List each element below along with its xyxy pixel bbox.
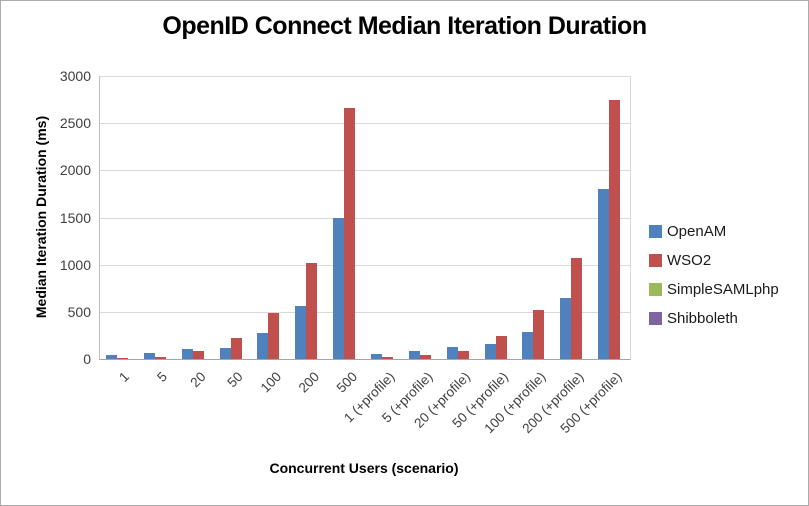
bar-wso2-20profile (457, 350, 469, 359)
legend-item-wso2: WSO2 (649, 246, 779, 275)
gridline (100, 170, 630, 172)
bar-wso2-5 (154, 356, 166, 359)
y-tick-label: 1500 (59, 209, 91, 226)
bar-openam-50 (219, 347, 231, 359)
bar-wso2-100profile (533, 309, 545, 359)
bar-openam-5 (143, 352, 155, 359)
y-tick-label: 1000 (59, 256, 91, 273)
bar-wso2-50profile (495, 335, 507, 359)
bar-wso2-1profile (381, 357, 393, 359)
plot-area (99, 76, 631, 360)
bar-wso2-100 (268, 312, 280, 359)
x-category-label: 100 (257, 369, 284, 396)
x-category-label: 500 (333, 369, 360, 396)
bar-openam-50profile (484, 344, 496, 359)
bar-openam-1profile (370, 354, 382, 359)
x-category-label: 1 (116, 369, 133, 385)
bar-openam-1 (105, 355, 117, 359)
bar-wso2-20 (192, 351, 204, 359)
bar-openam-5profile (408, 351, 420, 359)
bar-wso2-500 (344, 108, 356, 359)
legend-swatch-icon (649, 283, 662, 296)
legend-item-simplesamlphp: SimpleSAMLphp (649, 275, 779, 304)
y-tick-label: 500 (67, 303, 91, 320)
bar-openam-20profile (446, 346, 458, 359)
y-tick-label: 3000 (59, 68, 91, 84)
legend-swatch-icon (649, 225, 662, 238)
bar-wso2-5profile (419, 355, 431, 359)
bar-openam-20 (181, 348, 193, 359)
bar-openam-500 (333, 218, 345, 359)
legend-item-shibboleth: Shibboleth (649, 304, 779, 333)
bar-openam-100profile (522, 331, 534, 359)
gridline (100, 311, 630, 313)
chart-title: OpenID Connect Median Iteration Duration (162, 12, 647, 40)
legend-label: OpenAM (667, 223, 727, 240)
y-tick-label: 2000 (59, 162, 91, 179)
y-tick-label: 0 (83, 351, 91, 367)
legend-swatch-icon (649, 254, 662, 267)
bar-openam-500profile (598, 188, 610, 359)
x-category-label: 50 (224, 369, 247, 391)
bar-wso2-200profile (571, 258, 583, 359)
gridline (100, 217, 630, 219)
x-axis-title: Concurrent Users (scenario) (269, 460, 459, 476)
bar-wso2-1 (116, 357, 128, 359)
gridline (100, 123, 630, 125)
gridline (100, 76, 630, 77)
legend-label: SimpleSAMLphp (667, 281, 779, 298)
gridline (100, 264, 630, 266)
bar-wso2-500profile (609, 99, 621, 359)
bar-wso2-50 (230, 338, 242, 359)
x-category-label: 5 (154, 369, 171, 385)
bar-openam-200 (295, 306, 307, 359)
legend-label: WSO2 (667, 252, 712, 269)
x-category-label: 20 (187, 369, 209, 391)
bar-openam-200profile (560, 298, 572, 359)
x-category-label: 200 (295, 369, 322, 396)
bar-openam-100 (257, 333, 269, 359)
y-tick-label: 2500 (59, 115, 91, 132)
legend-item-openam: OpenAM (649, 217, 779, 246)
bar-wso2-200 (306, 262, 318, 359)
legend-label: Shibboleth (667, 310, 738, 327)
legend: OpenAM WSO2 SimpleSAMLphp Shibboleth (649, 217, 779, 333)
legend-swatch-icon (649, 312, 662, 325)
